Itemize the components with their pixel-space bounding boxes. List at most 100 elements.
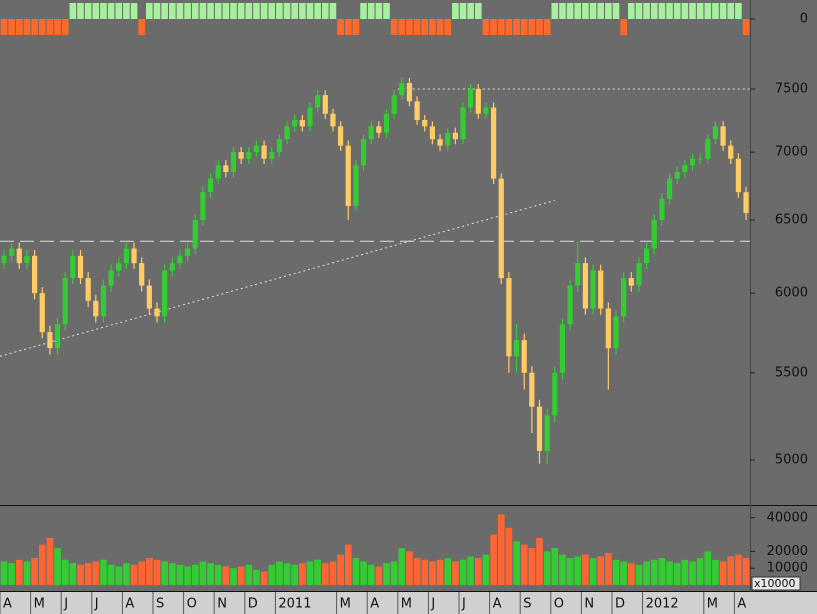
x-tick-label: O	[187, 597, 197, 612]
indicator-bar	[612, 3, 620, 19]
candle-body	[9, 248, 15, 256]
indicator-bar	[169, 3, 176, 19]
candle-body	[139, 263, 145, 286]
volume-bar	[161, 561, 168, 585]
candle-body	[582, 263, 588, 309]
indicator-bar	[107, 3, 115, 19]
indicator-bar	[467, 3, 474, 19]
volume-bar	[421, 559, 429, 585]
candle-body	[468, 89, 474, 108]
indicator-bar	[84, 3, 92, 19]
x-tick-label: M	[340, 597, 351, 612]
indicator-bar	[138, 19, 145, 35]
x-tick-label: A	[125, 597, 134, 612]
indicator-bar	[375, 3, 383, 19]
volume-bar	[513, 541, 520, 585]
volume-bar	[490, 534, 497, 585]
indicator-bar	[291, 3, 298, 19]
indicator-bar	[406, 19, 413, 35]
y-tick-label: 0	[800, 12, 808, 27]
candle-body	[24, 255, 30, 264]
volume-bar	[689, 561, 696, 585]
y-tick-label: 10000	[767, 561, 808, 576]
indicator-bar	[436, 19, 444, 35]
volume-bar	[658, 558, 666, 585]
indicator-bar	[413, 19, 421, 35]
volume-bar	[650, 559, 658, 585]
indicator-bar	[230, 3, 237, 19]
candle-body	[185, 248, 191, 256]
candle-body	[376, 126, 382, 133]
volume-bar	[735, 554, 742, 585]
candle-body	[475, 89, 481, 114]
volume-bar	[306, 561, 314, 585]
indicator-bar	[176, 3, 184, 19]
indicator-bar	[0, 19, 8, 35]
indicator-bar	[398, 19, 406, 35]
volume-bar	[551, 548, 559, 585]
y-tick-label: 5000	[775, 452, 808, 467]
indicator-bar	[352, 19, 360, 35]
volume-bar	[543, 551, 551, 585]
x-tick-label: M	[707, 597, 718, 612]
volume-bar	[375, 566, 383, 585]
volume-bar	[291, 564, 298, 585]
indicator-bar	[237, 3, 245, 19]
candle-body	[315, 95, 321, 108]
volume-bar	[8, 563, 15, 585]
volume-bar	[92, 561, 100, 585]
volume-bar	[742, 558, 750, 585]
indicator-bar	[658, 3, 666, 19]
candle-body	[498, 178, 504, 279]
x-tick-label: 2011	[278, 597, 311, 612]
volume-bar	[31, 558, 38, 585]
indicator-bar	[299, 3, 306, 19]
candle-body	[513, 340, 520, 357]
volume-bar	[666, 561, 673, 585]
volume-bar	[612, 559, 620, 585]
indicator-bar	[77, 3, 84, 19]
indicator-bar	[153, 3, 161, 19]
volume-bar	[704, 551, 712, 585]
indicator-bar	[490, 19, 497, 35]
indicator-bar	[620, 19, 627, 35]
x-tick-label: J	[63, 597, 68, 612]
indicator-bar	[712, 3, 719, 19]
volume-bar	[352, 558, 360, 585]
x-tick-label: D	[248, 597, 258, 612]
indicator-bar	[735, 3, 742, 19]
indicator-bar	[337, 19, 344, 35]
indicator-bar	[191, 3, 199, 19]
candle-body	[445, 132, 451, 146]
volume-bar	[329, 561, 337, 585]
indicator-bar	[666, 3, 673, 19]
candle-body	[628, 278, 634, 286]
candle-body	[330, 113, 336, 127]
indicator-bar	[727, 3, 735, 19]
volume-bar	[482, 554, 490, 585]
x-tick-label: O	[554, 597, 564, 612]
volume-bar	[283, 563, 291, 585]
x-tick-label: J	[94, 597, 99, 612]
candle-body	[414, 101, 420, 121]
indicator-bar	[322, 3, 329, 19]
candle-body	[269, 152, 275, 159]
candle-body	[666, 178, 673, 200]
volume-bar	[230, 568, 237, 585]
volume-bar	[467, 556, 474, 585]
candle-body	[238, 152, 244, 159]
volume-bar	[582, 554, 589, 585]
y-tick-label: 20000	[767, 544, 808, 559]
indicator-bar	[8, 19, 15, 35]
candle-body	[529, 372, 535, 407]
volume-bar	[199, 561, 207, 585]
indicator-bar	[429, 19, 436, 35]
candle-body	[276, 139, 282, 153]
x-tick-label: A	[737, 597, 746, 612]
indicator-bar	[268, 3, 276, 19]
volume-bar	[681, 559, 689, 585]
indicator-bar	[161, 3, 168, 19]
indicator-bar	[482, 19, 490, 35]
indicator-bar	[719, 3, 727, 19]
volume-bar	[390, 561, 398, 585]
